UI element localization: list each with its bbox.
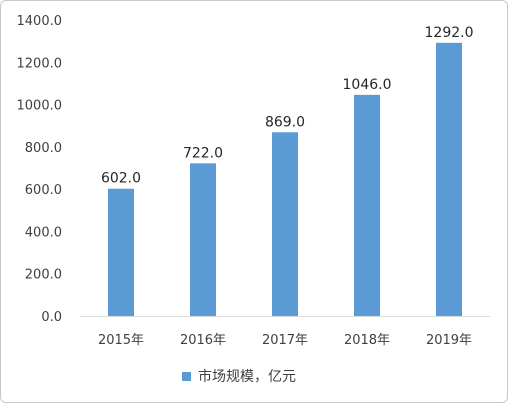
- y-tick-label-7: 1400.0: [17, 14, 63, 29]
- legend-swatch: [182, 372, 191, 381]
- bar-1: [190, 163, 216, 316]
- bar-3: [354, 94, 380, 317]
- bar-4: [436, 42, 462, 316]
- data-label-2: 869.0: [265, 114, 305, 130]
- data-label-3: 1046.0: [343, 77, 392, 93]
- data-label-4: 1292.0: [425, 25, 474, 41]
- x-tick-label-3: 2018年: [344, 333, 390, 348]
- x-tick-label-2: 2017年: [262, 333, 308, 348]
- legend-label: 市场规模，亿元: [198, 368, 296, 385]
- bar-2: [272, 132, 298, 316]
- y-tick-label-5: 1000.0: [17, 99, 63, 114]
- y-tick-label-3: 600.0: [25, 183, 62, 198]
- x-tick-label-0: 2015年: [98, 333, 144, 348]
- y-axis: 0.0 200.0 400.0 600.0 800.0 1000.0 1200.0 1400.…: [17, 14, 63, 325]
- y-tick-label-0: 0.0: [41, 310, 62, 325]
- y-tick-label-4: 800.0: [25, 141, 62, 156]
- x-tick-label-1: 2016年: [180, 333, 226, 348]
- y-tick-label-2: 400.0: [25, 225, 62, 240]
- bar-0: [108, 188, 134, 316]
- data-label-1: 722.0: [183, 145, 223, 161]
- data-label-0: 602.0: [101, 171, 141, 187]
- y-tick-label-6: 1200.0: [17, 56, 63, 71]
- x-tick-label-4: 2019年: [426, 333, 472, 348]
- legend: 市场规模，亿元: [182, 368, 296, 385]
- bars: 602.0 722.0 869.0 1046.0 1292.0: [101, 25, 474, 317]
- x-axis: 2015年 2016年 2017年 2018年 2019年: [80, 316, 490, 348]
- y-tick-label-1: 200.0: [25, 268, 62, 283]
